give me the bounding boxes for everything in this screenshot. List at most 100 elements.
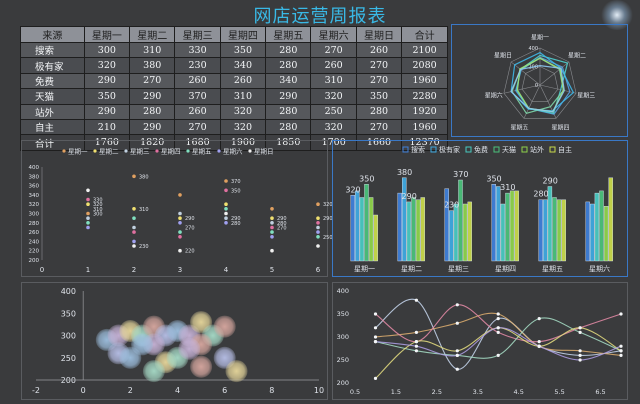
bar [491,184,496,262]
table-cell: 280 [265,41,312,59]
legend-label: 极有家 [439,145,460,154]
bar [453,203,459,262]
scatter-point [224,179,228,183]
table-cell: 320 [219,103,267,120]
scatter-point [316,235,320,239]
scatter-point [86,188,90,193]
scatter-chart-panel: 星期一 星期二 星期三 星期四 星期五 星期六 星期日 200 220 240 260 280 300 3… [21,140,333,277]
legend-marker [124,149,128,153]
legend-label: 星期六 [223,147,243,156]
x-tick-label: 2 [128,386,133,395]
line-point [537,344,541,348]
line-point [496,330,500,334]
scatter-point [178,216,182,220]
bubble [142,360,165,383]
table-cell: 270 [355,72,403,90]
scatter-point [132,207,136,211]
data-label: 300 [93,212,103,218]
x-tick-label: 2 [132,266,136,274]
x-category-label: 星期一 [354,265,375,273]
bar [355,190,360,262]
radar-axis-label: 星期三 [577,92,595,100]
table-cell: 1700 [310,134,357,151]
line-point [537,340,541,344]
line-point [578,330,582,334]
legend-swatch [521,146,528,153]
line-point [414,330,418,334]
x-tick-label: 8 [269,386,274,395]
bubble [178,337,201,360]
bar [444,188,449,262]
x-tick-label: 1 [86,266,90,274]
bar [594,192,600,262]
y-tick-label: 260 [29,230,40,236]
x-category-label: 星期六 [589,264,610,273]
y-tick-label: 300 [61,332,76,341]
line-point [619,312,623,316]
scatter-point [270,230,274,234]
legend-label: 站外 [530,145,544,154]
scatter-point [316,244,320,248]
legend-label: 星期四 [161,148,181,156]
line-point [455,349,459,353]
y-tick-label: 280 [29,221,40,227]
legend-label: 搜索 [411,145,425,154]
bar [561,199,566,262]
data-label: 290 [277,216,287,222]
x-category-label: 星期三 [448,265,469,273]
table-cell: 350 [355,88,403,105]
data-label: 280 [533,190,548,199]
table-row: 天猫 350 290 370 310 290 320 350 2280 [20,88,448,105]
scatter-point [270,216,274,220]
line-point [373,340,378,344]
table-row: 站外 290 280 260 320 280 250 280 1920 [20,103,448,120]
y-tick-label: 350 [337,310,349,318]
bar [556,199,562,262]
bubble [213,315,236,338]
legend-swatch [430,146,437,153]
legend-swatch [549,146,556,153]
legend-swatch [493,146,500,153]
scatter-point [316,230,320,234]
scatter-point [86,221,90,225]
data-label: 280 [277,221,287,227]
table-cell: 290 [265,88,312,105]
table-cell: 1820 [129,134,176,151]
table-cell: 250 [310,103,357,120]
scatter-point [224,211,228,216]
radar-axis-label: 星期二 [568,52,586,60]
table-cell: 210 [83,118,131,136]
scatter-point [178,230,182,234]
line-point [414,349,418,353]
table-cell: 290 [129,118,176,136]
scatter-point [270,248,274,253]
data-label: 270 [277,226,287,232]
data-label: 270 [185,226,195,232]
data-label: 230 [139,244,149,250]
bar [599,190,604,262]
radar-chart-panel: 星期一 星期二 星期三 星期四 星期五 星期六 星期日 0 200 400 [451,24,628,137]
bar [547,186,553,262]
table-row-label: 免费 [20,72,85,90]
bubble [131,333,154,356]
scatter-point [178,248,182,253]
page-title: 网店运营周报表 [253,6,387,27]
legend-label: 星期二 [99,148,119,156]
y-tick-label: 200 [337,379,349,387]
data-label: 320 [345,185,360,194]
scatter-point [224,202,228,206]
bar [538,199,543,262]
legend-label: 免费 [474,145,488,154]
y-tick-label: 240 [29,239,40,245]
line-point [496,353,500,357]
table-cell: 370 [174,88,221,105]
radar-axis-label: 星期六 [485,92,503,100]
scatter-point [316,221,320,225]
legend-marker [248,149,252,153]
table-header-cell: 星期六 [310,26,357,43]
x-tick-label: 2.5 [432,388,442,396]
legend-label: 星期一 [68,148,88,156]
bubble-chart: 200 250 300 350 400 -2 0 2 4 6 8 10 [32,287,324,395]
bar [603,205,609,262]
